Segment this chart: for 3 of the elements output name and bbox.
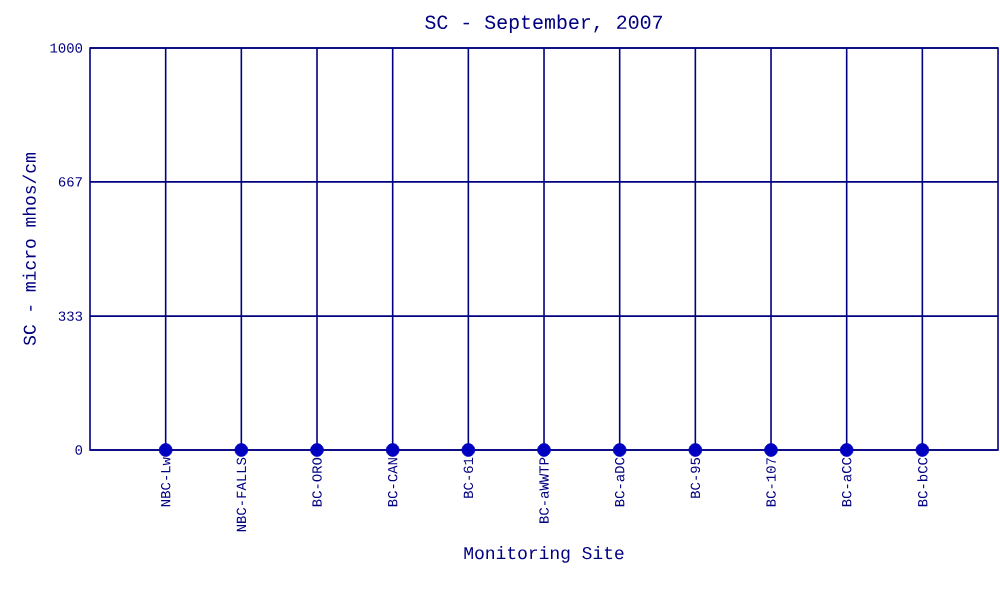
chart-title: SC - September, 2007 (425, 14, 662, 33)
y-axis-title: SC - micro mhos/cm (22, 153, 36, 346)
x-axis-title: Monitoring Site (464, 546, 624, 563)
